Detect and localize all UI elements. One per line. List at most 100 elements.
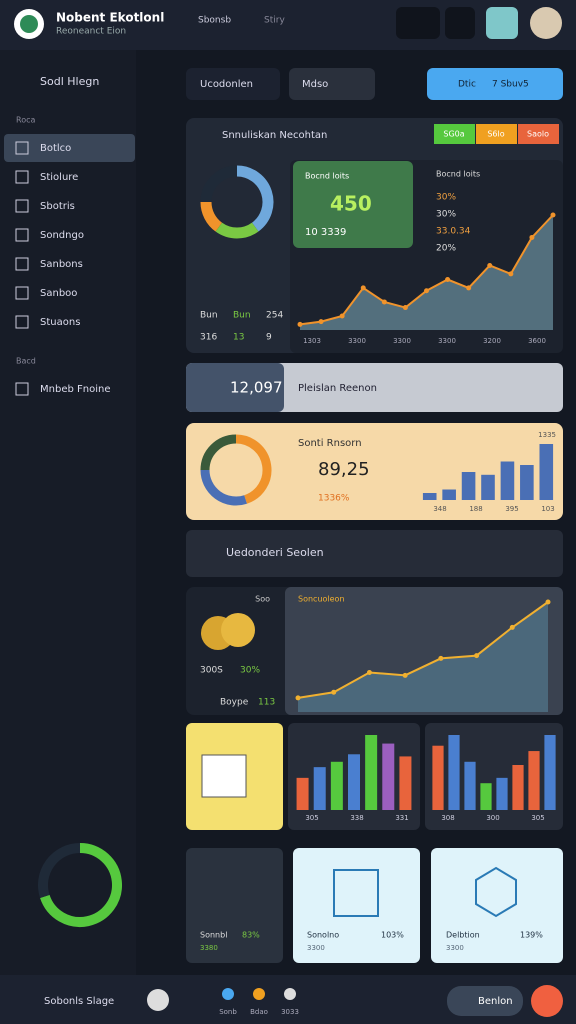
point [466, 285, 472, 291]
list-item: 30% [436, 193, 456, 203]
nav-item[interactable]: Stiolure [40, 172, 78, 183]
axis-label: 305 [531, 814, 544, 822]
card-sub: 3300 [446, 944, 464, 952]
tab-label: Ucodonlen [200, 79, 253, 90]
footer-icon[interactable] [284, 988, 296, 1000]
footer-button[interactable] [447, 986, 523, 1016]
nav-item[interactable]: Sbotris [40, 201, 75, 212]
logo-mark [20, 15, 38, 33]
bar [496, 777, 508, 810]
point [550, 212, 556, 218]
point [545, 599, 551, 605]
footer-icon[interactable] [253, 988, 265, 1000]
point [295, 695, 301, 701]
nav-item[interactable]: Sanboo [40, 288, 77, 299]
nav-icon [15, 286, 29, 300]
nav-link: Sbonsb [198, 16, 231, 26]
corner-label: 1335 [538, 431, 556, 439]
point [445, 277, 451, 283]
point [529, 234, 535, 240]
card-icon [475, 866, 517, 918]
section-title: Uedonderi Seolen [226, 546, 324, 559]
stat-value: 450 [330, 192, 372, 216]
footer-stat: 13 [233, 333, 244, 343]
list-item: 33.0.34 [436, 227, 471, 237]
card-value: 83% [242, 931, 260, 940]
nav-item[interactable]: Mnbeb Fnoine [40, 384, 110, 395]
footer-stat: Bun [233, 311, 251, 321]
point [318, 319, 324, 325]
coin [221, 613, 255, 647]
stat-value: 89,25 [318, 459, 370, 480]
bar [348, 754, 360, 810]
axis-label: 3300 [393, 337, 411, 345]
nav-item[interactable]: Botlco [40, 143, 71, 154]
bar [432, 745, 444, 810]
point [402, 672, 408, 678]
point [474, 653, 480, 659]
area [300, 215, 553, 330]
stat: Boype [220, 698, 249, 708]
bar [422, 493, 437, 500]
nav-icon [15, 228, 29, 242]
footer-icon[interactable] [222, 988, 234, 1000]
card-title: Sonti Rnsorn [298, 438, 362, 449]
stat: 113 [258, 698, 275, 708]
bar [365, 735, 378, 810]
tab[interactable] [289, 68, 375, 100]
axis-label: 3300 [348, 337, 366, 345]
button-label: 7 Sbuv5 [492, 80, 529, 90]
point [297, 321, 303, 327]
axis-label: 3600 [528, 337, 546, 345]
bar [481, 474, 495, 500]
card-label: Delbtion [446, 931, 480, 940]
header-tool[interactable] [445, 7, 475, 39]
tab-label: Mdso [302, 79, 328, 90]
card-label: Soo [255, 595, 270, 604]
nav-icon [15, 141, 29, 155]
section-label: Bacd [16, 357, 36, 366]
point [424, 288, 429, 294]
tab[interactable] [186, 68, 280, 100]
donut-segment [200, 469, 247, 506]
header-tool[interactable] [486, 7, 518, 39]
point [339, 313, 345, 319]
nav-item[interactable]: Stuaons [40, 317, 80, 328]
sidebar-active [4, 134, 135, 162]
fab[interactable] [531, 985, 563, 1017]
bar [544, 735, 556, 810]
donut-segment [200, 201, 223, 232]
banner-label: Pleislan Reenon [298, 383, 377, 394]
stat-sub: 10 3339 [305, 227, 346, 238]
action-button[interactable] [427, 68, 563, 100]
axis-label: 338 [350, 814, 363, 822]
chip [476, 124, 517, 144]
section-bar[interactable] [186, 530, 563, 577]
tile-title: Bocnd loits [305, 172, 349, 181]
section-label: Roca [16, 116, 35, 125]
avatar[interactable] [530, 7, 562, 39]
list-item: 20% [436, 244, 456, 254]
sidebar [0, 50, 136, 975]
chip-label: SG0a [443, 130, 464, 139]
chart-title: Soncuoleon [298, 595, 345, 604]
axis-label: 3300 [438, 337, 456, 345]
stat-sub: 1336% [318, 494, 350, 504]
footer-icon-label: 3033 [281, 1008, 299, 1016]
tile-icon [201, 754, 247, 798]
nav-icon [15, 257, 29, 271]
card-icon [333, 869, 379, 917]
nav-item[interactable]: Sanbons [40, 259, 83, 270]
stat: 300S [200, 666, 223, 676]
avatar[interactable] [147, 989, 169, 1011]
nav-item[interactable]: Sondngo [40, 230, 84, 241]
point [402, 305, 408, 311]
card [293, 848, 420, 963]
footer-icon-label: Bdao [250, 1008, 268, 1016]
point [509, 624, 515, 630]
bar [528, 751, 540, 810]
footer-stat: 9 [266, 333, 272, 343]
header-tool[interactable] [396, 7, 440, 39]
footer-stat: Bun [200, 311, 218, 321]
area [298, 602, 548, 712]
